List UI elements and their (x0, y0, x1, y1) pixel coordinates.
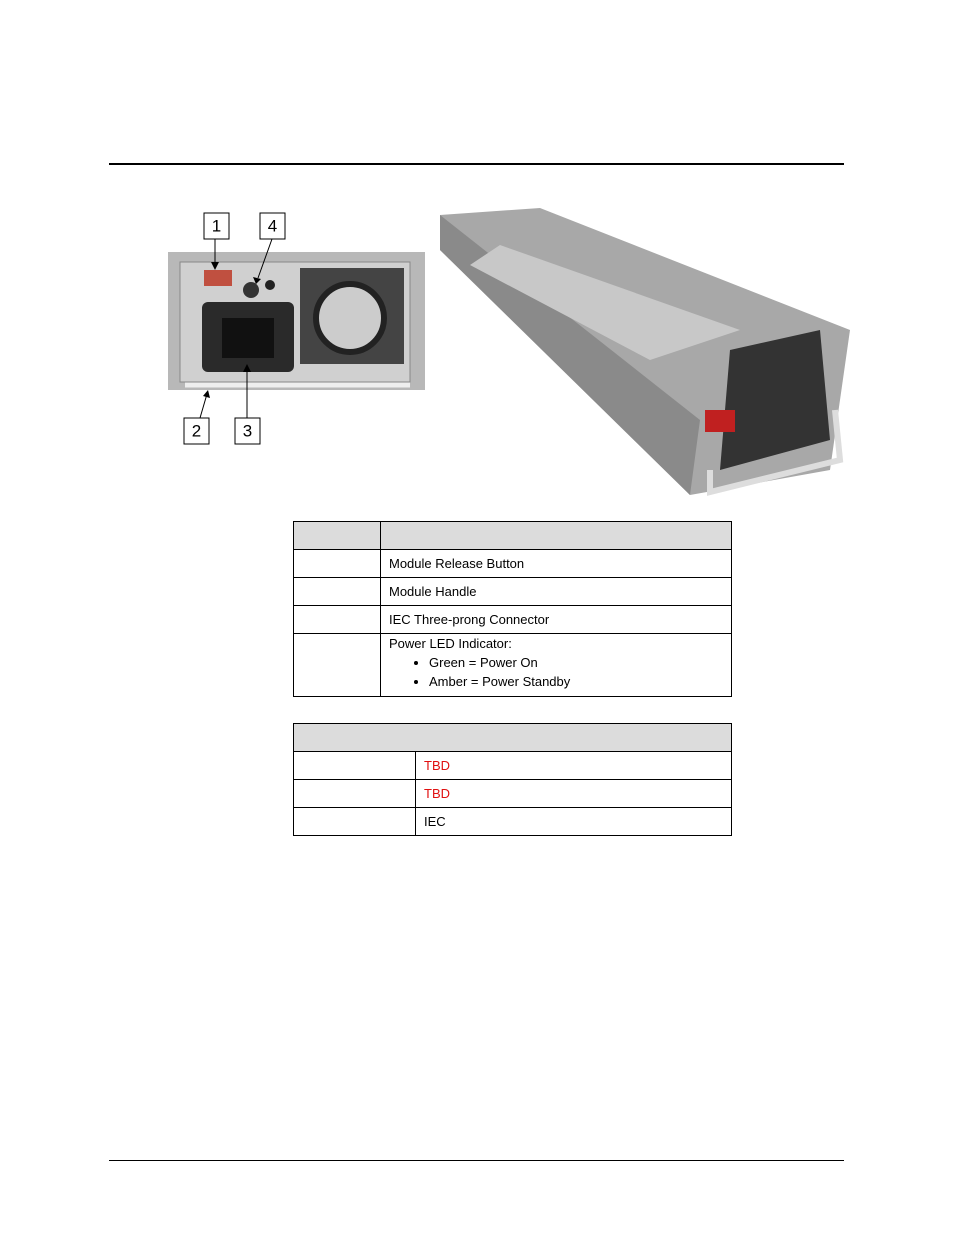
cell: TBD (415, 751, 732, 780)
bottom-rule (109, 1160, 844, 1161)
cell (293, 577, 381, 606)
arrow-heads (203, 262, 261, 398)
row: IEC Three-prong Connector (293, 605, 732, 634)
top-rule (109, 163, 844, 165)
callout-label: 4 (268, 216, 277, 235)
callout-label: 2 (192, 421, 201, 440)
bullet-list: Green = Power OnAmber = Power Standby (389, 653, 723, 691)
cell (293, 549, 381, 578)
cell: Module Release Button (380, 549, 732, 578)
table-2: TBD TBD IEC (293, 723, 732, 836)
callout-leaders (199, 238, 273, 419)
row: Module Handle (293, 577, 732, 606)
cell (293, 807, 416, 836)
row: TBD (293, 779, 732, 808)
description: Power LED Indicator: (389, 636, 512, 651)
header-row (293, 723, 732, 752)
cell: IEC Three-prong Connector (380, 605, 732, 634)
description: Module Handle (389, 584, 477, 599)
module-photo (440, 208, 850, 496)
cell: Module Handle (380, 577, 732, 606)
header-row (293, 521, 732, 550)
callout-boxes (183, 212, 286, 445)
cell (293, 633, 381, 697)
cell (293, 751, 416, 780)
figure: 1 2 3 4 (168, 208, 850, 496)
cell: IEC (415, 807, 732, 836)
callout-label: 3 (243, 421, 252, 440)
row: TBD (293, 751, 732, 780)
row: Module Release Button (293, 549, 732, 578)
row: IEC (293, 807, 732, 836)
row: Power LED Indicator: Green = Power OnAmbe… (293, 633, 732, 697)
cell: Power LED Indicator: Green = Power OnAmbe… (380, 633, 732, 697)
rear-photo (168, 252, 425, 390)
bullet: Green = Power On (429, 653, 723, 672)
callout-label: 1 (212, 216, 221, 235)
bullet: Amber = Power Standby (429, 672, 723, 691)
cell: TBD (415, 779, 732, 808)
cell (293, 605, 381, 634)
table-1: Module Release Button Module Handle IEC Th… (293, 521, 732, 697)
cell (293, 779, 416, 808)
description: Module Release Button (389, 556, 525, 571)
description: IEC Three-prong Connector (389, 612, 550, 627)
